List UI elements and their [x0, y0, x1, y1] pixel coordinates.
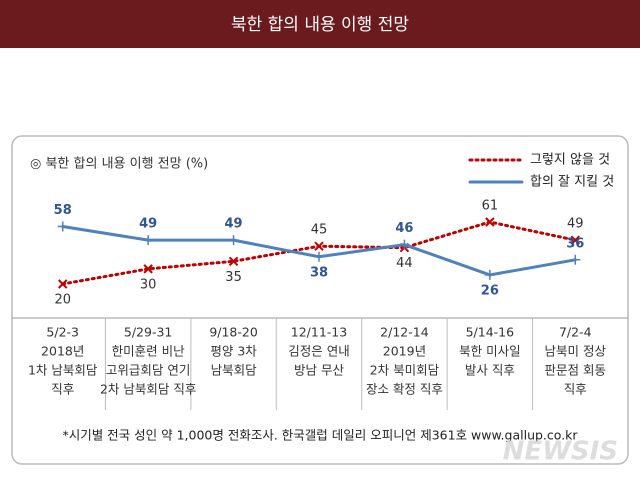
- x-tick-label: 9/18-20: [209, 325, 258, 340]
- x-tick-label: 7/2-4: [559, 325, 592, 340]
- marker: [570, 254, 581, 265]
- marker: [570, 235, 580, 245]
- x-tick-label: 직후: [51, 382, 74, 397]
- marker: [399, 239, 410, 250]
- marker: [228, 235, 239, 246]
- marker: [143, 235, 154, 246]
- x-tick-label: 남북미 정상: [545, 344, 607, 359]
- x-tick-label: 판문점 회동: [545, 363, 606, 378]
- data-label: 58: [54, 203, 72, 218]
- header-title: 북한 합의 내용 이행 전망: [231, 15, 409, 35]
- legend-label: 합의 잘 지킬 것: [530, 175, 614, 190]
- data-label: 45: [311, 223, 328, 238]
- marker: [484, 269, 495, 280]
- data-label: 35: [225, 270, 242, 285]
- data-label: 20: [54, 293, 71, 308]
- x-tick-label: 김정은 연내: [288, 344, 349, 359]
- footnote: *시기별 전국 성인 약 1,000명 전화조사. 한국갤럽 데일리 오피니언 …: [62, 428, 578, 443]
- x-tick-label: 5/29-31: [124, 325, 173, 340]
- data-label: 49: [139, 217, 157, 232]
- x-tick-label: 북한 미사일: [459, 344, 520, 359]
- x-tick-label: 장소 확정 직후: [366, 382, 443, 397]
- marker: [143, 264, 153, 274]
- x-tick-label: 5/14-16: [466, 325, 515, 340]
- data-label: 46: [395, 221, 413, 236]
- data-label: 38: [310, 265, 328, 280]
- data-label: 36: [566, 236, 584, 251]
- x-tick-label: 직후: [564, 382, 587, 397]
- legend-label: 그렇지 않을 것: [530, 153, 610, 168]
- x-tick-label: 5/2-3: [46, 325, 79, 340]
- x-tick-label: 평양 3차: [210, 344, 257, 359]
- x-tick-label: 발사 직후: [465, 363, 515, 378]
- x-tick-label: 방남 무산: [294, 363, 344, 378]
- x-tick-label: 2차 남북회담 직후: [100, 382, 196, 397]
- data-label: 26: [481, 283, 499, 298]
- marker: [58, 279, 68, 289]
- marker: [314, 251, 324, 262]
- x-tick-label: 남북회담: [211, 363, 258, 378]
- chart-title: ◎ 북한 합의 내용 이행 전망 (%): [30, 156, 208, 172]
- data-label: 61: [482, 199, 499, 214]
- data-label: 49: [567, 217, 584, 232]
- data-label: 30: [140, 277, 157, 292]
- header-bar: [0, 0, 640, 48]
- data-label: 49: [225, 217, 243, 232]
- data-label: 44: [396, 256, 413, 271]
- chart-frame: [11, 135, 629, 465]
- x-tick-label: 2/12-14: [380, 325, 429, 340]
- x-tick-label: 한미훈련 비난: [112, 344, 185, 359]
- watermark: NEWSIS: [503, 437, 618, 467]
- marker: [485, 217, 495, 227]
- x-tick-label: 1차 남북회담: [28, 363, 98, 378]
- x-tick-label: 고위급회담 연기: [106, 363, 190, 378]
- x-tick-label: 2019년: [383, 344, 426, 359]
- x-tick-label: 12/11-13: [291, 325, 347, 340]
- x-tick-label: 2차 북미회담: [370, 363, 440, 378]
- marker: [228, 256, 239, 267]
- marker: [314, 241, 324, 251]
- x-tick-label: 2018년: [41, 344, 84, 359]
- marker: [57, 221, 68, 232]
